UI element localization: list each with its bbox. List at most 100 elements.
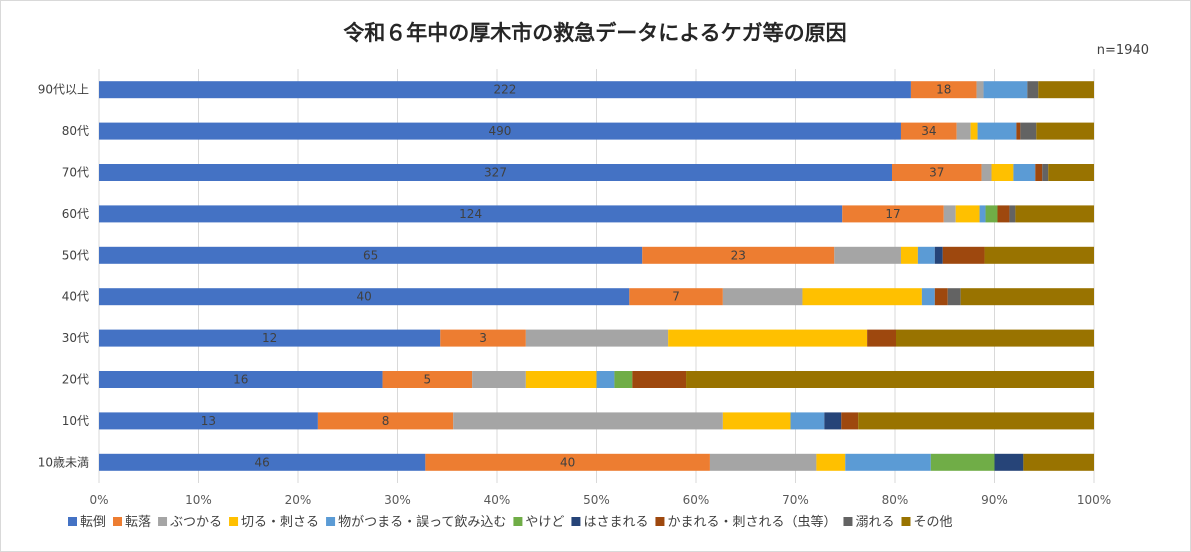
legend-label: 転倒 bbox=[80, 515, 106, 530]
bar-segment bbox=[1020, 122, 1037, 140]
bar-segment bbox=[976, 81, 984, 99]
legend-swatch bbox=[655, 517, 665, 526]
bar-segment bbox=[1036, 122, 1094, 140]
category-label: 60代 bbox=[62, 207, 89, 221]
bar-segment bbox=[686, 371, 1094, 388]
data-label: 8 bbox=[382, 414, 390, 428]
bar-segment bbox=[1009, 205, 1016, 223]
bar-segment bbox=[642, 246, 835, 264]
bar-segment bbox=[970, 122, 978, 140]
data-label: 490 bbox=[489, 124, 512, 138]
bar-segment bbox=[99, 371, 383, 388]
bar-segment bbox=[99, 246, 643, 264]
bar-segment bbox=[994, 453, 1024, 471]
bar-segment bbox=[900, 122, 957, 140]
data-label: 124 bbox=[459, 207, 482, 221]
data-label: 327 bbox=[484, 166, 507, 180]
bar-segment bbox=[977, 122, 1017, 140]
bar-segment bbox=[895, 329, 1094, 347]
category-label: 80代 bbox=[62, 124, 89, 138]
legend-swatch bbox=[843, 517, 853, 526]
data-label: 37 bbox=[929, 166, 944, 180]
bar-segment bbox=[921, 288, 935, 306]
bar-segment bbox=[1042, 164, 1049, 181]
bar-segment bbox=[525, 371, 597, 388]
category-label: 10代 bbox=[62, 414, 89, 428]
bar-segment bbox=[960, 288, 1094, 306]
bar-segment bbox=[1048, 164, 1094, 181]
bar-segment bbox=[668, 329, 868, 347]
bar-segment bbox=[842, 205, 944, 223]
bar-segment bbox=[985, 205, 998, 223]
bar-segment bbox=[983, 81, 1028, 99]
bar-segment bbox=[867, 329, 896, 347]
legend-label: かまれる・刺される（虫等） bbox=[667, 514, 836, 530]
bar-segment bbox=[99, 81, 911, 99]
bar-segment bbox=[382, 371, 473, 388]
chart-title: 令和６年中の厚木市の救急データによるケガ等の原因 bbox=[343, 21, 846, 45]
bar-segment bbox=[802, 288, 922, 306]
bar-segment bbox=[824, 412, 842, 430]
x-tick-label: 40% bbox=[484, 493, 511, 507]
bar-segment bbox=[947, 288, 961, 306]
legend-swatch bbox=[68, 517, 77, 526]
legend-swatch bbox=[513, 517, 523, 526]
bar-segment bbox=[834, 246, 901, 264]
bar-segment bbox=[614, 371, 633, 388]
legend-swatch bbox=[901, 517, 911, 526]
legend-label: 転落 bbox=[125, 515, 151, 530]
legend-label: 切る・刺さる bbox=[241, 515, 319, 530]
legend-label: ぶつかる bbox=[170, 515, 222, 530]
bar-segment bbox=[1035, 164, 1043, 181]
data-label: 16 bbox=[233, 373, 248, 387]
legend-swatch bbox=[113, 517, 123, 526]
x-tick-label: 80% bbox=[882, 493, 909, 507]
x-tick-label: 10% bbox=[185, 493, 212, 507]
bar-segment bbox=[1013, 164, 1036, 181]
bar-segment bbox=[629, 288, 723, 306]
bar-segment bbox=[99, 329, 441, 347]
data-label: 65 bbox=[363, 248, 378, 262]
bar-segment bbox=[943, 205, 956, 223]
bar-segment bbox=[900, 246, 918, 264]
bar-segment bbox=[1023, 453, 1094, 471]
bar-segment bbox=[997, 205, 1010, 223]
bar-segment bbox=[1016, 122, 1021, 140]
category-label: 50代 bbox=[62, 248, 89, 262]
data-label: 12 bbox=[262, 331, 277, 345]
category-label: 10歳未満 bbox=[38, 455, 89, 469]
data-label: 34 bbox=[921, 124, 936, 138]
data-label: 40 bbox=[560, 455, 575, 469]
bar-segment bbox=[841, 412, 859, 430]
bar-segment bbox=[632, 371, 687, 388]
bar-segment bbox=[99, 122, 901, 140]
bar-segment bbox=[991, 164, 1014, 181]
bar-segment bbox=[910, 81, 977, 99]
bar-segment bbox=[1015, 205, 1094, 223]
x-tick-label: 50% bbox=[583, 493, 610, 507]
data-label: 18 bbox=[936, 83, 951, 97]
category-label: 20代 bbox=[62, 373, 89, 387]
bar-segment bbox=[425, 453, 710, 471]
bar-segment bbox=[525, 329, 669, 347]
bar-segment bbox=[440, 329, 526, 347]
bar-segment bbox=[1027, 81, 1039, 99]
bar-segment bbox=[930, 453, 995, 471]
bar-segment bbox=[981, 164, 992, 181]
bar-segment bbox=[984, 246, 1094, 264]
bar-segment bbox=[709, 453, 817, 471]
bar-segment bbox=[99, 164, 893, 181]
bar-segment bbox=[816, 453, 846, 471]
data-label: 13 bbox=[201, 414, 216, 428]
bar-segment bbox=[596, 371, 615, 388]
bar-segment bbox=[956, 122, 971, 140]
bar-segment bbox=[790, 412, 825, 430]
x-tick-label: 100% bbox=[1077, 493, 1111, 507]
bar-segment bbox=[722, 288, 803, 306]
data-label: 7 bbox=[672, 290, 680, 304]
bar-segment bbox=[934, 288, 948, 306]
value-axis: 0% 10% 20% 30% 40% 50% 60% 70% 80% 90% 100% bbox=[89, 493, 1111, 507]
bar-segment bbox=[722, 412, 791, 430]
bar-segment bbox=[99, 288, 630, 306]
